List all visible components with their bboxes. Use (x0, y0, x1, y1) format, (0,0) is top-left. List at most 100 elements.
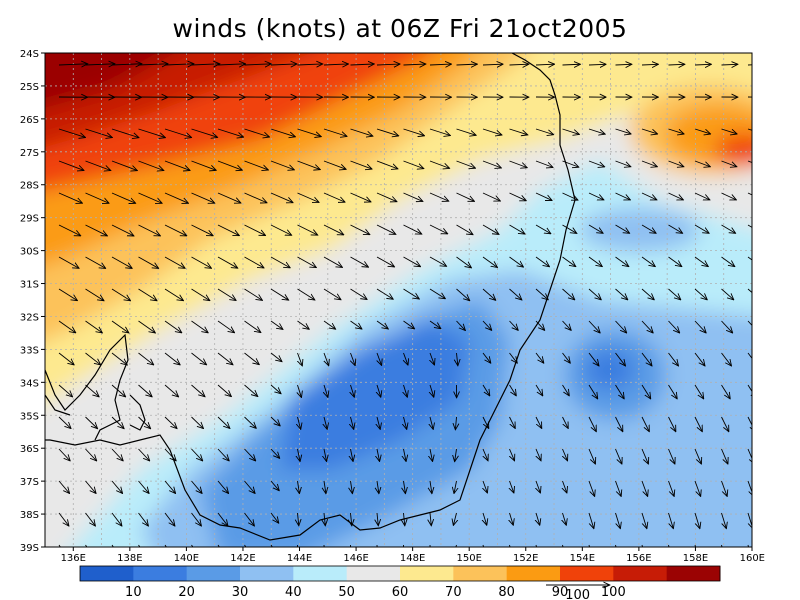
wind-arrow (138, 352, 154, 365)
wind-arrow (85, 352, 101, 365)
wind-arrow (535, 288, 548, 300)
colorbar-label: 100 (601, 585, 626, 600)
wind-arrow (588, 384, 597, 399)
wind-arrow (535, 416, 542, 428)
wind-arrow (483, 448, 488, 460)
wind-arrow (403, 64, 426, 65)
wind-arrow (351, 416, 354, 429)
lon-label: 144E (287, 553, 312, 564)
wind-arrow (747, 160, 752, 163)
colorbar-swatch (133, 566, 188, 581)
wind-arrow (747, 128, 752, 131)
wind-arrow (562, 288, 575, 300)
wind-arrow (694, 384, 703, 399)
wind-arrow (58, 512, 69, 526)
wind-arrow (85, 288, 104, 300)
wind-arrow (138, 192, 162, 203)
wind-arrow (456, 320, 466, 330)
wind-arrow (562, 416, 569, 428)
wind-arrow (641, 512, 647, 528)
wind-arrow (191, 160, 216, 170)
wind-arrow (430, 480, 432, 493)
wind-arrow (85, 160, 111, 170)
colorbar-swatch (240, 566, 294, 581)
wind-arrow (270, 480, 279, 490)
wind-arrow (111, 384, 125, 397)
colorbar-swatch (400, 566, 454, 581)
wind-arrow (138, 64, 168, 65)
wind-arrow (509, 352, 518, 363)
colorbar-label: 70 (445, 585, 462, 600)
wind-arrow (535, 128, 553, 134)
wind-arrow (588, 512, 594, 528)
wind-arrow (138, 320, 156, 333)
wind-arrow (403, 320, 415, 329)
coastline (45, 53, 576, 541)
wind-arrow (668, 416, 676, 431)
wind-arrow (429, 224, 447, 234)
wind-arrow (694, 512, 700, 528)
lat-label: 29S (20, 214, 39, 225)
lon-label: 160E (740, 553, 765, 564)
wind-arrow (615, 352, 626, 366)
wind-arrow (456, 224, 473, 235)
wind-arrow (270, 384, 281, 393)
wind-arrow (297, 320, 309, 329)
wind-arrow (482, 288, 496, 300)
wind-arrow (403, 192, 423, 201)
wind-arrow (694, 480, 701, 496)
wind-arrow (111, 256, 132, 268)
colorbar-swatch (293, 566, 348, 581)
wind-arrow (404, 480, 406, 493)
lat-label: 25S (20, 82, 39, 93)
wind-arrow (562, 320, 571, 330)
wind-arrow (58, 256, 79, 268)
wind-arrow (323, 64, 348, 65)
wind-arrow (138, 128, 166, 137)
lon-label: 156E (626, 553, 651, 564)
wind-arrow (270, 352, 282, 361)
wind-arrow (323, 256, 342, 267)
lat-label: 31S (20, 280, 39, 291)
wind-arrow (111, 224, 134, 236)
colorbar-label: 80 (498, 585, 515, 600)
wind-arrow (323, 320, 335, 329)
wind-arrow (324, 416, 327, 429)
wind-arrow (668, 192, 683, 200)
wind-arrow (694, 352, 705, 366)
lat-label: 32S (20, 312, 39, 323)
wind-arrow (429, 256, 446, 266)
wind-arrow (668, 288, 681, 300)
wind-arrow (191, 448, 203, 461)
wind-arrow (376, 256, 394, 267)
colorbar-swatch (506, 566, 561, 581)
wind-arrow (615, 416, 623, 431)
wind-arrow (535, 64, 554, 65)
wind-arrow (562, 256, 576, 266)
wind-arrow (482, 256, 497, 267)
wind-arrow (351, 512, 352, 525)
wind-arrow (668, 64, 685, 65)
wind-arrow (482, 192, 500, 201)
wind-arrow (217, 224, 239, 235)
wind-arrow (668, 128, 684, 134)
lon-label: 146E (343, 553, 368, 564)
wind-arrow (244, 224, 266, 235)
colorbar-label: 40 (285, 585, 302, 600)
wind-arrow (536, 480, 540, 493)
wind-arrow (191, 64, 220, 65)
wind-arrow (641, 320, 653, 333)
wind-arrow (429, 160, 449, 168)
wind-arrow (641, 224, 656, 233)
wind-arrow (138, 288, 157, 300)
wind-arrow (191, 256, 212, 268)
wind-arrow (297, 256, 316, 267)
wind-arrow (85, 384, 99, 397)
wind-arrow (456, 192, 475, 201)
wind-arrow (58, 352, 74, 365)
wind-arrow (58, 416, 71, 428)
wind-arrow (324, 448, 326, 461)
wind-arrow (58, 448, 70, 461)
wind-arrow (244, 160, 268, 170)
wind-arrow (721, 128, 737, 134)
